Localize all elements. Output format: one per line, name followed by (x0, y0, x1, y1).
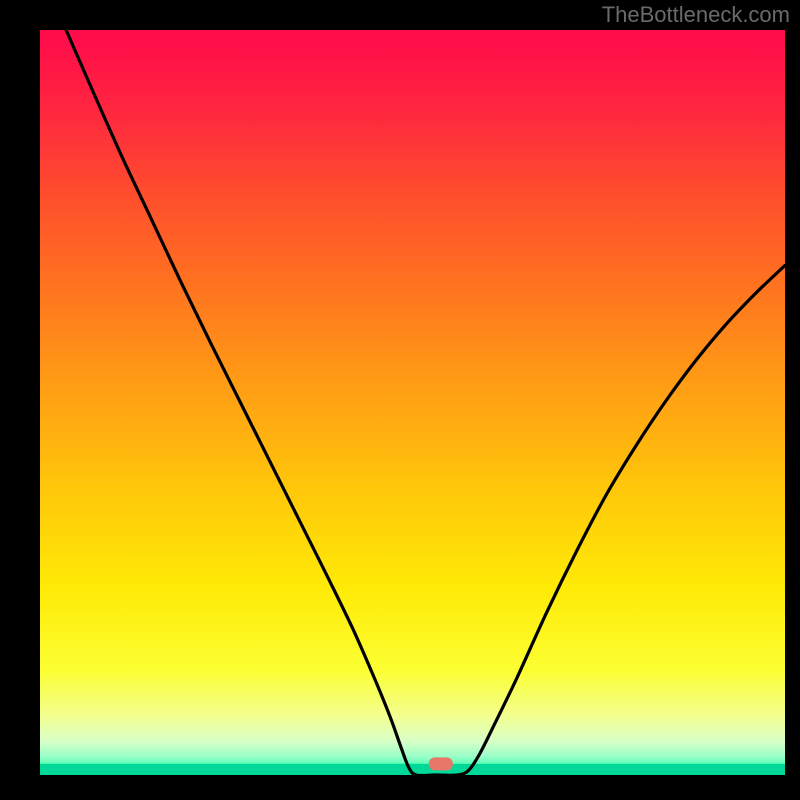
plot-background (40, 30, 785, 775)
bottleneck-chart (0, 0, 800, 800)
optimal-marker (429, 757, 453, 770)
chart-container: TheBottleneck.com (0, 0, 800, 800)
